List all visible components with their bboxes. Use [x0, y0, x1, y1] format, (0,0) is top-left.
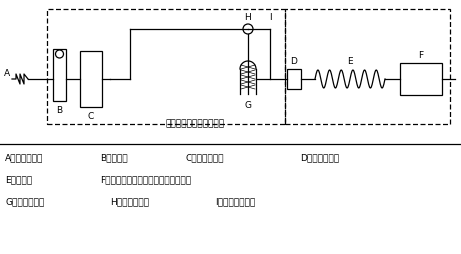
Bar	[53, 50, 66, 102]
Text: B　流量計: B 流量計	[100, 153, 128, 162]
Circle shape	[243, 25, 253, 35]
Text: I　バイパス流路: I バイパス流路	[215, 197, 255, 206]
Bar	[80, 52, 102, 108]
Bar	[285, 10, 450, 124]
Bar	[287, 70, 301, 90]
Text: H　三方コック: H 三方コック	[110, 197, 149, 206]
Text: I: I	[269, 13, 272, 22]
Text: A　窒素ボンベ: A 窒素ボンベ	[5, 153, 43, 162]
Text: C: C	[88, 112, 94, 121]
Bar	[47, 10, 285, 124]
Text: F　ガスクロマトグラフ質量分析装置: F ガスクロマトグラフ質量分析装置	[100, 175, 191, 184]
Text: G: G	[244, 101, 252, 109]
Text: A: A	[4, 69, 10, 78]
Text: C　流量調整弁: C 流量調整弁	[185, 153, 224, 162]
Text: ガスクロマトグラフ本体: ガスクロマトグラフ本体	[165, 119, 225, 128]
Text: E　カラム: E カラム	[5, 175, 32, 184]
Text: G　試料濃縮管: G 試料濃縮管	[5, 197, 44, 206]
Text: F: F	[419, 51, 424, 60]
Text: D: D	[290, 57, 297, 66]
Bar	[400, 64, 442, 96]
Text: H: H	[243, 13, 250, 22]
Text: D　試料導入部: D 試料導入部	[300, 153, 339, 162]
Circle shape	[55, 51, 64, 59]
Text: B: B	[56, 106, 62, 115]
Text: E: E	[347, 57, 353, 66]
